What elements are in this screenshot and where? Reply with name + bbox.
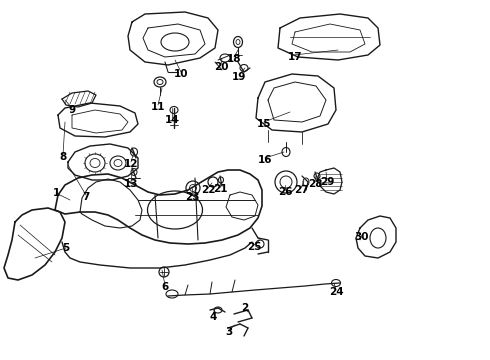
Text: 17: 17: [288, 52, 302, 62]
Text: 24: 24: [329, 287, 343, 297]
Text: 30: 30: [355, 232, 369, 242]
Text: 1: 1: [52, 188, 60, 198]
Text: 29: 29: [320, 177, 334, 187]
Text: 12: 12: [124, 159, 138, 169]
Text: 4: 4: [209, 312, 217, 322]
Text: 18: 18: [227, 54, 241, 64]
Text: 8: 8: [59, 152, 67, 162]
Text: 14: 14: [165, 115, 179, 125]
Text: 3: 3: [225, 327, 233, 337]
Text: 15: 15: [257, 119, 271, 129]
Text: 13: 13: [124, 179, 138, 189]
Text: 27: 27: [294, 185, 308, 195]
Text: 26: 26: [278, 187, 292, 197]
Text: 22: 22: [201, 185, 215, 195]
Text: 2: 2: [242, 303, 248, 313]
Text: 6: 6: [161, 282, 169, 292]
Text: 21: 21: [213, 184, 227, 194]
Text: 9: 9: [69, 105, 75, 115]
Text: 16: 16: [258, 155, 272, 165]
Text: 10: 10: [174, 69, 188, 79]
Text: 5: 5: [62, 243, 70, 253]
Text: 7: 7: [82, 192, 90, 202]
Text: 11: 11: [151, 102, 165, 112]
Text: 20: 20: [214, 62, 228, 72]
Text: 23: 23: [185, 192, 199, 202]
Text: 19: 19: [232, 72, 246, 82]
Text: 25: 25: [247, 242, 261, 252]
Text: 28: 28: [308, 179, 322, 189]
